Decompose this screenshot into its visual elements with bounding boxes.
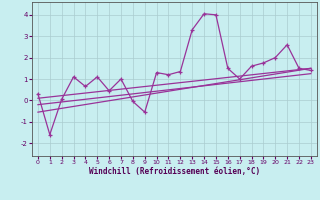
X-axis label: Windchill (Refroidissement éolien,°C): Windchill (Refroidissement éolien,°C) (89, 167, 260, 176)
